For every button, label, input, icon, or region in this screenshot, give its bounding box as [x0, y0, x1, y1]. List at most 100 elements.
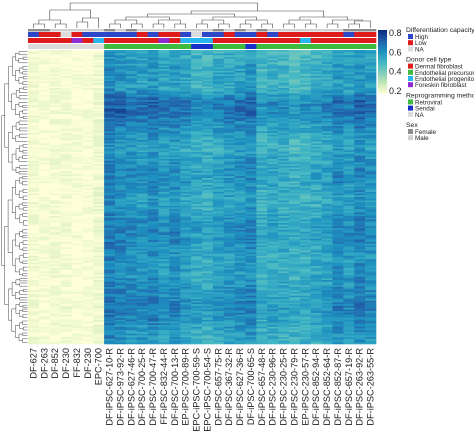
heatmap-cell [191, 158, 203, 161]
heatmap-cell [147, 143, 159, 146]
heatmap-cell [104, 324, 116, 328]
heatmap-cell [212, 60, 225, 63]
heatmap-cell [82, 210, 94, 213]
heatmap-cell [299, 138, 312, 141]
heatmap-cell [125, 113, 138, 117]
heatmap-cell [212, 62, 225, 65]
heatmap-cell [234, 51, 246, 54]
heatmap-cell [104, 169, 116, 172]
heatmap-cell [28, 191, 40, 194]
heatmap-cell [245, 264, 257, 267]
heatmap-cell [267, 167, 279, 170]
heatmap-cell [125, 229, 138, 232]
heatmap-cell [49, 209, 61, 212]
heatmap-cell [104, 342, 116, 345]
heatmap-cell [158, 293, 170, 296]
heatmap-cell [93, 120, 105, 123]
heatmap-cell [28, 98, 40, 101]
heatmap-cell [71, 305, 83, 308]
heatmap-cell [245, 326, 257, 329]
heatmap-cell [234, 56, 246, 59]
heatmap-cell [169, 233, 181, 236]
heatmap-cell [191, 110, 203, 113]
heatmap-cell [60, 217, 72, 220]
heatmap-cell [38, 331, 51, 334]
heatmap-cell [267, 184, 279, 187]
heatmap-cell [49, 169, 61, 172]
heatmap-cell [125, 207, 138, 210]
heatmap-cell [28, 321, 40, 324]
heatmap-cell [245, 190, 257, 193]
heatmap-cell [245, 94, 257, 97]
heatmap-cell [38, 120, 51, 123]
heatmap-cell [125, 195, 138, 198]
heatmap-cell [38, 107, 51, 110]
heatmap-cell [147, 113, 159, 117]
heatmap-cell [278, 340, 290, 343]
heatmap-cell [223, 266, 235, 269]
heatmap-cell [278, 243, 290, 246]
heatmap-cell [310, 79, 322, 82]
heatmap-cell [256, 53, 268, 56]
heatmap-cell [256, 110, 268, 113]
heatmap-cell [60, 240, 72, 243]
heatmap-cell [49, 269, 61, 272]
heatmap-cell [278, 155, 290, 158]
heatmap-cell [321, 285, 333, 288]
heatmap-cell [289, 110, 301, 113]
heatmap-cell [169, 113, 181, 117]
heatmap-cell [60, 82, 72, 85]
heatmap-cell [202, 129, 214, 132]
heatmap-cell [158, 115, 170, 118]
heatmap-cell [212, 324, 225, 328]
heatmap-cell [245, 113, 257, 117]
heatmap-cell [180, 126, 192, 129]
heatmap-cell [180, 107, 192, 110]
heatmap-cell [267, 145, 279, 148]
heatmap-cell [104, 63, 116, 66]
heatmap-cell [49, 216, 61, 219]
heatmap-cell [212, 145, 225, 148]
heatmap-cell [71, 281, 83, 284]
heatmap-cell [136, 82, 148, 85]
heatmap-cell [49, 103, 61, 106]
heatmap-cell [147, 285, 159, 288]
heatmap-cell [125, 245, 138, 248]
heatmap-cell [71, 319, 83, 322]
heatmap-cell [104, 133, 116, 136]
heatmap-cell [28, 88, 40, 91]
heatmap-cell [125, 257, 138, 260]
heatmap-cell [49, 283, 61, 286]
heatmap-cell [321, 174, 333, 177]
heatmap-cell [82, 342, 94, 345]
heatmap-cell [245, 158, 257, 161]
heatmap-cell [289, 67, 301, 70]
heatmap-cell [310, 236, 322, 239]
heatmap-cell [38, 338, 51, 341]
heatmap-cell [180, 197, 192, 200]
heatmap-cell [136, 335, 148, 338]
heatmap-cell [104, 171, 116, 174]
heatmap-cell [310, 62, 322, 65]
heatmap-cell [245, 297, 257, 300]
heatmap-cell [71, 139, 83, 142]
heatmap-cell [191, 280, 203, 283]
dendrogram-branch [19, 145, 23, 152]
heatmap-cell [234, 252, 246, 255]
heatmap-cell [147, 250, 159, 253]
heatmap-cell [278, 205, 290, 208]
heatmap-cell [71, 84, 83, 87]
heatmap-cell [299, 145, 312, 148]
heatmap-cell [93, 181, 105, 184]
heatmap-cell [158, 245, 170, 248]
heatmap-cell [245, 278, 257, 281]
heatmap-cell [289, 101, 301, 104]
heatmap-cell [28, 120, 40, 123]
heatmap-cell [147, 134, 159, 137]
heatmap-cell [212, 129, 225, 132]
heatmap-cell [267, 203, 279, 206]
heatmap-cell [321, 113, 333, 117]
heatmap-cell [136, 60, 148, 63]
heatmap-cell [115, 152, 127, 155]
heatmap-cell [256, 200, 268, 203]
